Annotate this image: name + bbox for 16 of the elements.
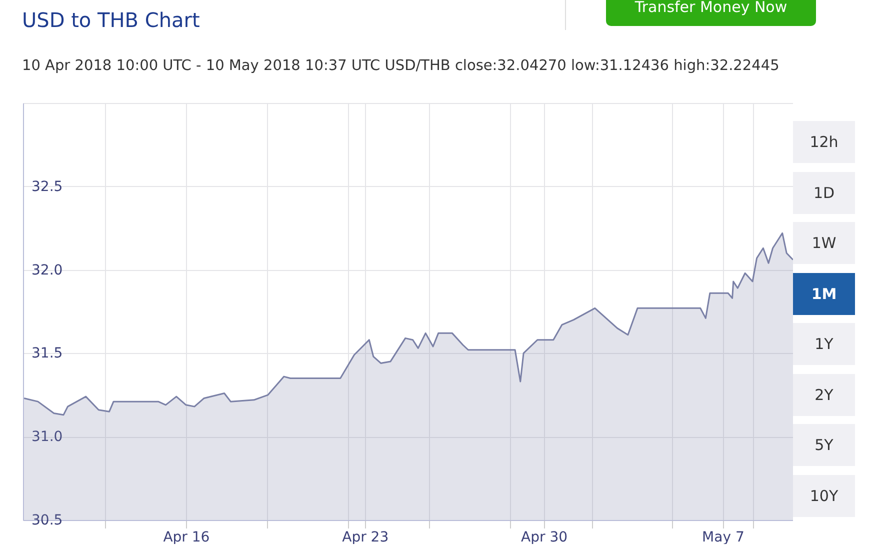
y-tick-label: 31.0 (32, 429, 63, 446)
text: 10Y (793, 474, 855, 516)
y-tick-label: 30.5 (32, 512, 63, 528)
text: Transfer Money Now (606, 0, 816, 26)
text: 5Y (793, 424, 855, 466)
y-tick-label: 32.5 (32, 178, 63, 195)
y-tick-label: 32.0 (32, 262, 63, 278)
y-tick-label: 31.5 (32, 346, 63, 362)
chart-subtitle: 10 Apr 2018 10:00 UTC - 10 May 2018 10:37 UTC USD/THB close:32.04270 low:31.12436 high:32.22445 (22, 57, 780, 76)
text: 1M (793, 272, 855, 314)
text: 1D (793, 172, 855, 214)
chart-title: USD to THB Chart (22, 8, 200, 32)
text: 1Y (793, 323, 855, 365)
text: 12h (793, 121, 855, 163)
text: 2Y (793, 374, 855, 416)
text: 1W (793, 222, 855, 264)
